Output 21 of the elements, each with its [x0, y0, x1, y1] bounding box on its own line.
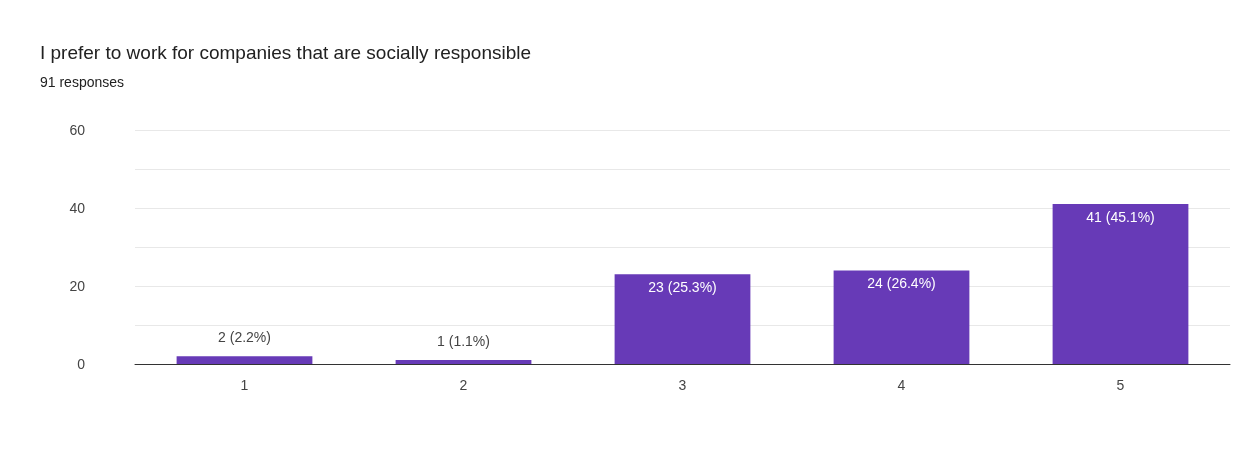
- x-tick-label: 5: [1116, 377, 1125, 393]
- data-label: 23 (25.3%): [648, 279, 717, 296]
- bar: [395, 360, 532, 364]
- x-tick-label: 4: [897, 377, 906, 393]
- y-tick-label: 0: [77, 356, 86, 372]
- x-tick-label: 1: [240, 377, 249, 393]
- y-tick-label: 20: [69, 278, 86, 294]
- x-tick-label: 2: [459, 377, 468, 393]
- bar: [614, 274, 751, 364]
- data-label: 2 (2.2%): [218, 329, 271, 346]
- y-tick-label: 60: [69, 122, 86, 138]
- bar: [833, 270, 970, 364]
- y-tick-label: 40: [69, 200, 86, 216]
- data-label: 41 (45.1%): [1086, 209, 1155, 226]
- x-tick-label: 3: [678, 377, 687, 393]
- chart-title: I prefer to work for companies that are socially responsible: [40, 42, 532, 63]
- data-label: 24 (26.4%): [867, 275, 936, 292]
- chart-subtitle: 91 responses: [40, 74, 125, 90]
- bar: [1052, 204, 1189, 364]
- data-label: 1 (1.1%): [437, 333, 490, 350]
- bar: [176, 356, 313, 364]
